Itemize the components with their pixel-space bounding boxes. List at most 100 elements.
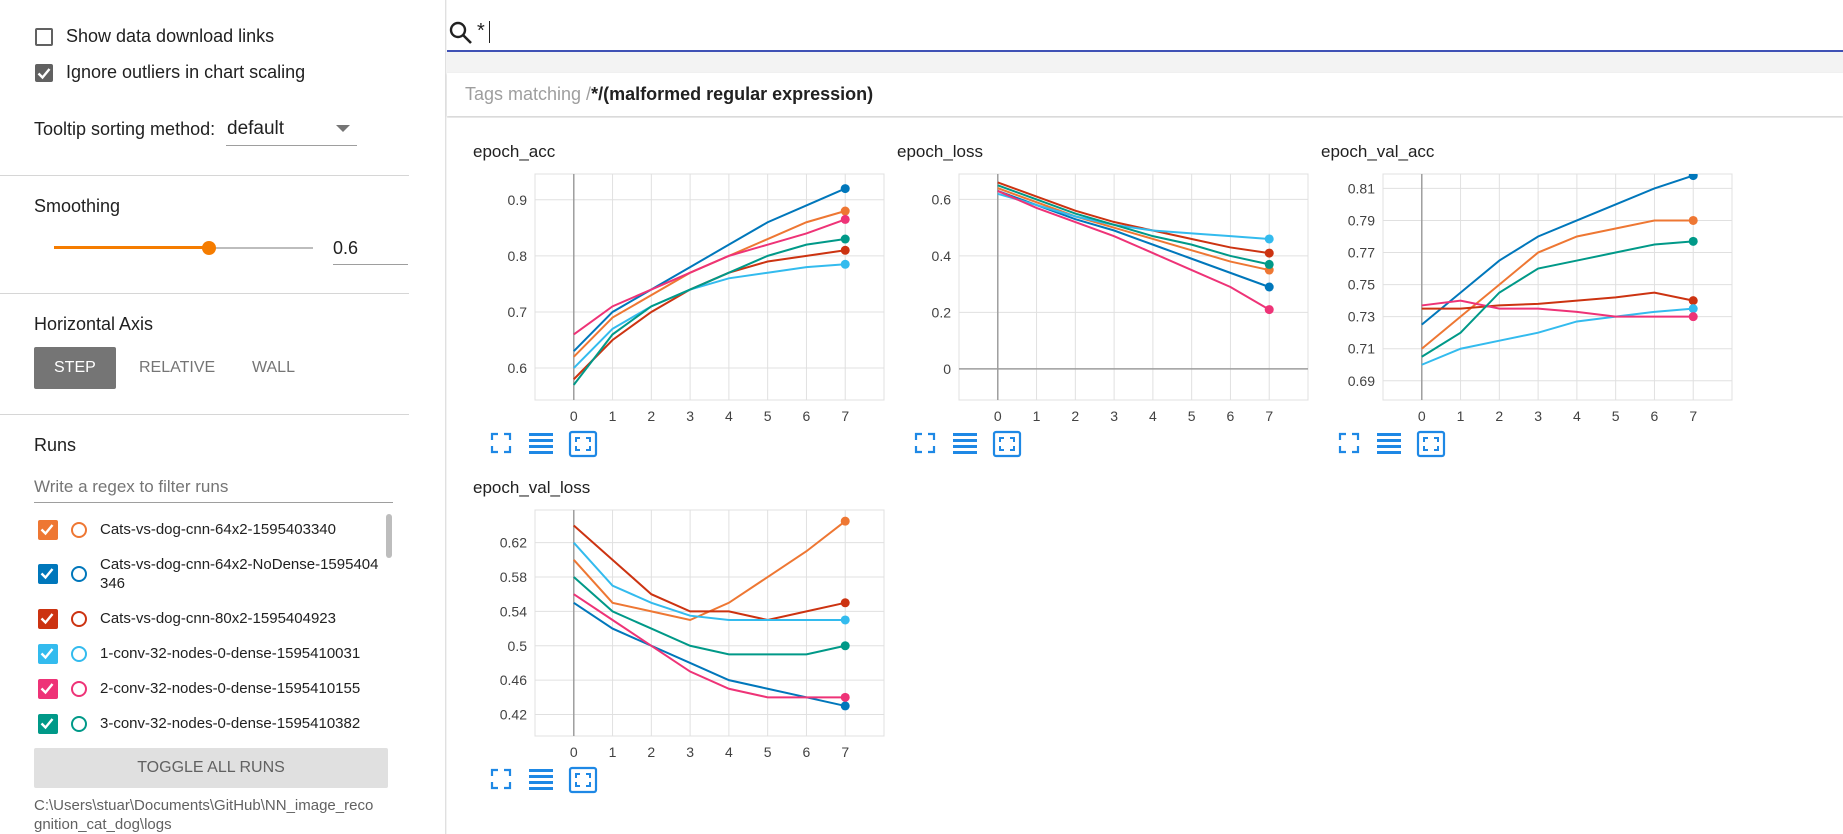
series-line bbox=[573, 593, 846, 699]
fit-domain-icon[interactable] bbox=[568, 430, 598, 458]
tooltip-label: Tooltip sorting method: bbox=[34, 119, 216, 139]
fit-domain-icon[interactable] bbox=[992, 430, 1022, 458]
check-path bbox=[40, 717, 54, 729]
run-row[interactable]: Cats-vs-dog-cnn-80x2-1595404923 bbox=[34, 601, 394, 636]
series-end-point bbox=[1688, 174, 1698, 181]
run-row[interactable]: 3-conv-32-nodes-0-dense-1595410382 bbox=[34, 706, 394, 741]
y-tick-label: 0.8 bbox=[508, 248, 528, 264]
run-checkbox[interactable] bbox=[38, 608, 58, 629]
series-end-point bbox=[840, 641, 850, 651]
fit-domain-icon[interactable] bbox=[568, 766, 598, 794]
x-tick-label: 1 bbox=[1457, 408, 1465, 424]
axis-button[interactable]: WALL bbox=[252, 347, 295, 389]
series-end-point bbox=[1688, 236, 1698, 246]
slider-knob[interactable] bbox=[202, 241, 217, 255]
fullscreen-icon[interactable] bbox=[914, 432, 936, 454]
icon-bar bbox=[529, 775, 553, 778]
runs-filter[interactable]: Write a regex to filter runs bbox=[34, 474, 393, 503]
checkbox-label[interactable]: Show data download links bbox=[66, 26, 275, 46]
checkbox-label[interactable]: Ignore outliers in chart scaling bbox=[66, 62, 306, 82]
x-tick-label: 4 bbox=[1149, 408, 1157, 424]
scrollbar[interactable] bbox=[386, 514, 392, 558]
run-row[interactable]: 1-conv-32-nodes-0-dense-1595410031 bbox=[34, 636, 394, 671]
x-tick-label: 7 bbox=[1689, 408, 1697, 424]
smoothing-input[interactable]: 0.6 bbox=[333, 234, 408, 265]
run-checkbox[interactable] bbox=[38, 519, 58, 540]
search-query: * bbox=[477, 20, 485, 42]
fit-domain-icon[interactable] bbox=[1416, 430, 1446, 458]
icon-bar bbox=[953, 433, 977, 436]
series-line bbox=[1421, 291, 1694, 310]
smoothing-value: 0.6 bbox=[333, 238, 359, 258]
icon-bar bbox=[529, 433, 553, 436]
run-name: Cats-vs-dog-cnn-64x2-1595403340 bbox=[100, 521, 336, 538]
y-tick-label: 0.4 bbox=[932, 248, 952, 264]
icon-bar bbox=[529, 787, 553, 790]
y-tick-label: 0.58 bbox=[500, 569, 527, 585]
dropdown[interactable]: default bbox=[226, 112, 357, 146]
series-line bbox=[997, 181, 1270, 255]
x-tick-label: 5 bbox=[1188, 408, 1196, 424]
log-scale-icon[interactable] bbox=[1377, 433, 1401, 454]
plot-lines bbox=[1421, 174, 1698, 366]
series-end-point bbox=[840, 234, 850, 244]
check-path bbox=[40, 612, 54, 624]
run-name: 3-conv-32-nodes-0-dense-1595410382 bbox=[100, 715, 361, 732]
series-line bbox=[573, 576, 846, 656]
run-checkbox[interactable] bbox=[38, 564, 58, 584]
sidebar: Show data download links Ignore outliers… bbox=[0, 0, 446, 834]
icon-bar bbox=[529, 439, 553, 442]
x-tick-label: 1 bbox=[1033, 408, 1041, 424]
series-line bbox=[997, 184, 1270, 266]
plot-frame bbox=[534, 509, 885, 737]
plot-lines bbox=[573, 516, 850, 711]
run-row[interactable]: 2-conv-32-nodes-0-dense-1595410155 bbox=[34, 671, 394, 706]
x-tick-label: 7 bbox=[841, 744, 849, 760]
icon-path bbox=[914, 432, 936, 454]
series-end-point bbox=[1264, 259, 1274, 269]
x-tick-label: 5 bbox=[764, 744, 772, 760]
run-checkbox[interactable] bbox=[38, 643, 58, 664]
check-mark bbox=[37, 68, 51, 80]
axis-button[interactable]: RELATIVE bbox=[139, 347, 215, 389]
series-end-point bbox=[1264, 234, 1274, 244]
x-tick-label: 2 bbox=[1071, 408, 1079, 424]
fullscreen-icon[interactable] bbox=[490, 768, 512, 790]
checkbox[interactable] bbox=[35, 64, 53, 82]
slider[interactable] bbox=[54, 238, 313, 258]
run-row[interactable]: Cats-vs-dog-cnn-64x2-1595403340 bbox=[34, 512, 394, 547]
run-row[interactable]: Cats-vs-dog-cnn-64x2-NoDense-1595404346 bbox=[34, 547, 394, 601]
search-bar[interactable]: * bbox=[447, 0, 1843, 52]
toggle-all-label: TOGGLE ALL RUNS bbox=[137, 759, 285, 776]
axis-button[interactable]: STEP bbox=[34, 347, 116, 389]
series-line bbox=[573, 520, 846, 622]
series-end-point bbox=[1264, 248, 1274, 258]
fullscreen-icon[interactable] bbox=[1338, 432, 1360, 454]
check-mark bbox=[40, 647, 54, 659]
icon-bar bbox=[1377, 445, 1401, 448]
icon-bar bbox=[953, 445, 977, 448]
toggle-all-button[interactable]: TOGGLE ALL RUNS bbox=[34, 748, 388, 788]
fullscreen-icon[interactable] bbox=[490, 432, 512, 454]
log-scale-icon[interactable] bbox=[529, 433, 553, 454]
run-checkbox[interactable] bbox=[38, 713, 58, 734]
icon-frame bbox=[568, 766, 598, 794]
log-scale-icon[interactable] bbox=[953, 433, 977, 454]
checkbox[interactable] bbox=[35, 28, 53, 46]
series-end-point bbox=[840, 245, 850, 255]
run-checkbox[interactable] bbox=[38, 678, 58, 699]
divider bbox=[0, 175, 409, 176]
series-line bbox=[997, 187, 1270, 272]
cursor bbox=[489, 21, 490, 43]
axis-button-label: WALL bbox=[252, 359, 295, 376]
icon-bar bbox=[529, 451, 553, 454]
x-tick-label: 6 bbox=[1227, 408, 1235, 424]
x-tick-label: 3 bbox=[686, 408, 694, 424]
icon-frame bbox=[992, 430, 1022, 458]
plot-frame bbox=[1382, 173, 1733, 401]
axis-button-label: STEP bbox=[54, 359, 96, 376]
run-color-circle bbox=[71, 680, 87, 697]
log-scale-icon[interactable] bbox=[529, 769, 553, 790]
plot-frame bbox=[958, 173, 1309, 401]
